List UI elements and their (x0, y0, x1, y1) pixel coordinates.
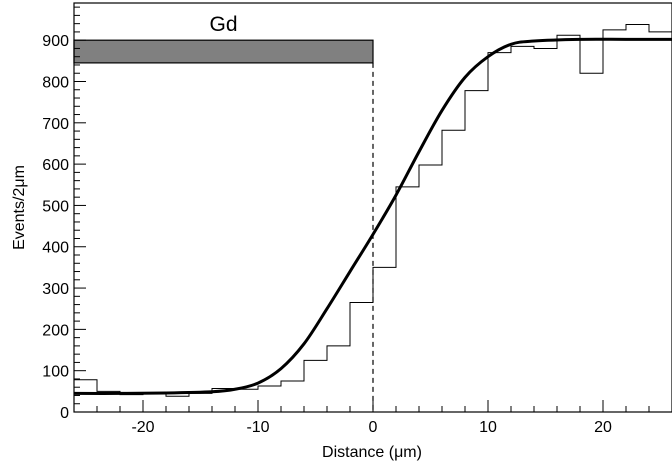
y-tick-label: 100 (42, 364, 69, 381)
y-axis-title: Events/2μm (11, 165, 28, 250)
y-tick-label: 500 (42, 198, 69, 215)
y-tick-label: 200 (42, 322, 69, 339)
y-tick-label: 900 (42, 33, 69, 50)
x-axis-ticks: -20 -10 0 10 20 (73, 400, 672, 436)
histogram-steps (74, 23, 672, 397)
x-tick-label: -20 (131, 419, 154, 436)
y-tick-label: 400 (42, 240, 69, 257)
x-axis-title: Distance (μm) (322, 444, 422, 461)
y-tick-label: 600 (42, 157, 69, 174)
y-tick-label: 800 (42, 74, 69, 91)
y-tick-label: 700 (42, 116, 69, 133)
gd-band-label: Gd (209, 13, 237, 36)
x-tick-label: 10 (479, 419, 497, 436)
y-axis-ticks: 0 100 200 300 400 500 600 700 800 900 (42, 6, 86, 422)
gd-band (73, 39, 374, 64)
x-tick-label: 0 (369, 419, 378, 436)
gd-band-layer (73, 39, 374, 64)
y-tick-label: 0 (60, 405, 69, 422)
x-tick-label: 20 (594, 419, 612, 436)
y-tick-label: 300 (42, 281, 69, 298)
x-tick-label: -10 (246, 419, 269, 436)
histogram-layer (74, 23, 672, 397)
